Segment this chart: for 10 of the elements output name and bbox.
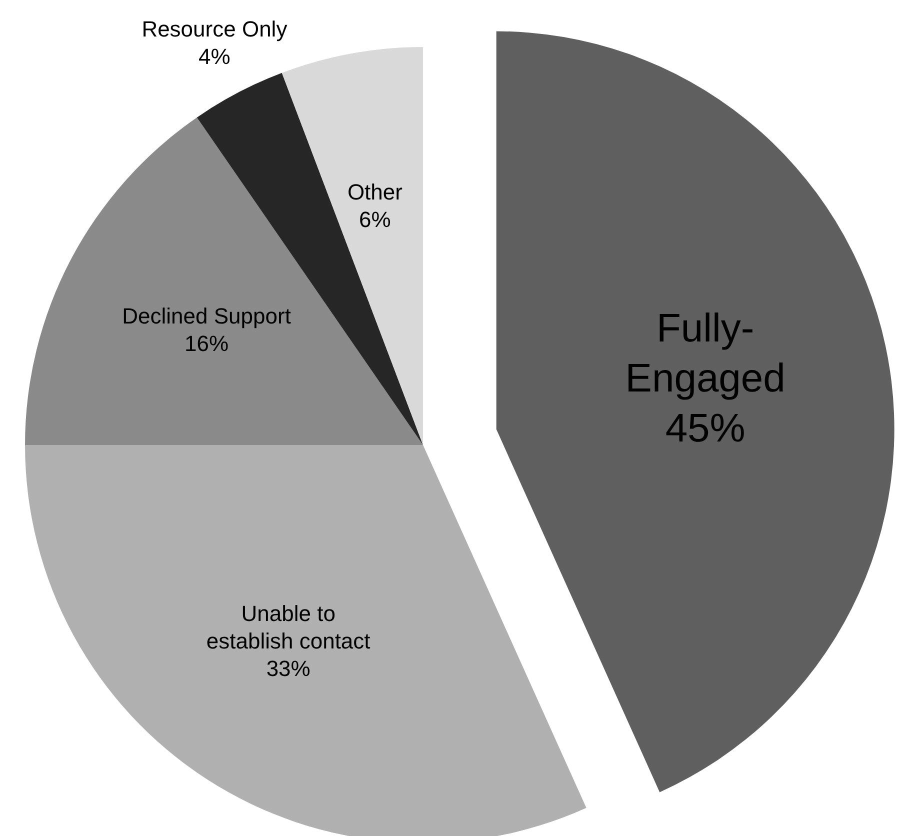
slice-label: Other: [347, 178, 402, 204]
slice-label: Fully-Engaged: [625, 306, 786, 400]
slice-label: Declined Support: [122, 302, 291, 328]
slice-label: Resource Only: [142, 16, 288, 41]
slice-label: Unable to establish contact: [206, 600, 370, 654]
data-label: 33%: [266, 656, 310, 681]
data-label: 6%: [359, 206, 391, 232]
data-label: 45%: [665, 406, 746, 450]
data-label: 16%: [184, 330, 229, 356]
data-label: 4%: [198, 43, 230, 68]
